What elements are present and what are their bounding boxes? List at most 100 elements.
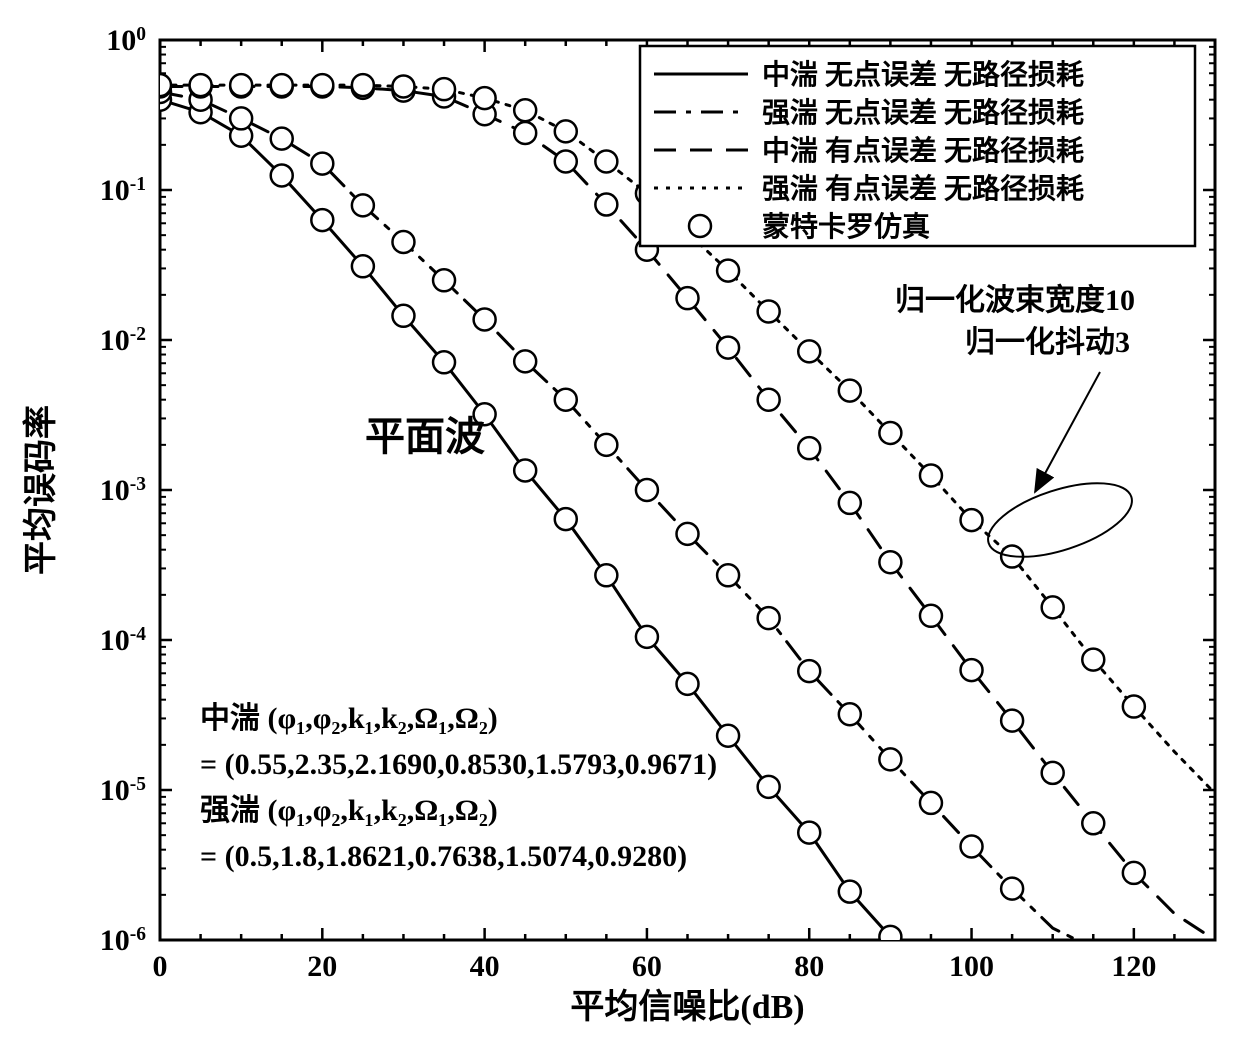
mc-marker — [595, 434, 617, 456]
mc-marker — [595, 564, 617, 586]
mc-marker — [920, 464, 942, 486]
mc-marker — [636, 479, 658, 501]
mc-marker — [392, 305, 414, 327]
y-axis-label: 平均误码率 — [22, 405, 60, 575]
y-tick-label: 10-5 — [100, 774, 146, 808]
mc-marker — [839, 380, 861, 402]
mc-marker — [920, 792, 942, 814]
annotation-plane-wave: 平面波 — [365, 414, 485, 459]
legend-label: 蒙特卡罗仿真 — [762, 211, 930, 243]
mc-marker — [717, 260, 739, 282]
mc-marker — [1082, 649, 1104, 671]
mc-marker — [1001, 878, 1023, 900]
y-tick-label: 10-1 — [100, 174, 146, 208]
mc-marker — [839, 703, 861, 725]
mc-marker — [879, 748, 901, 770]
mc-marker — [595, 194, 617, 216]
x-tick-label: 20 — [307, 950, 337, 983]
mc-marker — [677, 673, 699, 695]
mc-marker — [758, 300, 780, 322]
mc-marker — [1123, 696, 1145, 718]
mc-marker — [190, 74, 212, 96]
mc-marker — [839, 881, 861, 903]
mc-marker — [798, 340, 820, 362]
legend-label: 中湍 无点误差 无路径损耗 — [762, 58, 1084, 91]
legend-label: 中湍 有点误差 无路径损耗 — [762, 134, 1084, 167]
mc-marker — [514, 99, 536, 121]
mc-marker — [1042, 596, 1064, 618]
annotation-beam: 归一化抖动3 — [965, 326, 1130, 359]
mc-marker — [717, 337, 739, 359]
mc-marker — [514, 459, 536, 481]
mc-marker — [961, 659, 983, 681]
mc-marker — [758, 776, 780, 798]
mc-marker — [433, 78, 455, 100]
mc-marker — [352, 255, 374, 277]
mc-marker — [230, 107, 252, 129]
mc-marker — [433, 351, 455, 373]
x-tick-label: 60 — [632, 950, 662, 983]
mc-marker — [311, 74, 333, 96]
mc-marker — [636, 626, 658, 648]
x-tick-label: 0 — [153, 950, 168, 983]
mc-marker — [149, 74, 171, 96]
y-tick-label: 10-3 — [100, 474, 146, 508]
mc-marker — [514, 122, 536, 144]
mc-marker — [879, 551, 901, 573]
annotation-params: 中湍 (φ₁,φ₂,k₁,k₂,Ω₁,Ω₂) — [200, 702, 498, 735]
y-tick-label: 100 — [106, 24, 146, 58]
mc-marker — [230, 74, 252, 96]
mc-marker — [798, 660, 820, 682]
x-tick-label: 80 — [794, 950, 824, 983]
mc-marker — [474, 87, 496, 109]
mc-marker — [271, 164, 293, 186]
y-tick-label: 10-4 — [100, 624, 146, 658]
x-tick-label: 40 — [470, 950, 500, 983]
mc-marker — [311, 209, 333, 231]
mc-marker — [1082, 812, 1104, 834]
legend-label: 强湍 有点误差 无路径损耗 — [762, 172, 1084, 205]
mc-marker — [352, 194, 374, 216]
mc-marker — [271, 128, 293, 150]
mc-marker — [839, 492, 861, 514]
mc-marker — [555, 389, 577, 411]
mc-marker — [271, 74, 293, 96]
mc-marker — [798, 822, 820, 844]
annotation-beam: 归一化波束宽度10 — [895, 283, 1135, 317]
mc-marker — [717, 564, 739, 586]
mc-marker — [352, 74, 374, 96]
annotation-params: = (0.55,2.35,2.1690,0.8530,1.5793,0.9671… — [200, 748, 717, 781]
mc-marker — [758, 607, 780, 629]
legend-label: 强湍 无点误差 无路径损耗 — [762, 96, 1084, 129]
mc-marker — [1001, 710, 1023, 732]
mc-marker — [677, 523, 699, 545]
y-tick-label: 10-2 — [100, 324, 146, 358]
mc-marker — [1042, 762, 1064, 784]
mc-marker — [555, 508, 577, 530]
mc-marker — [961, 836, 983, 858]
mc-marker — [961, 509, 983, 531]
y-tick-label: 10-6 — [100, 924, 146, 958]
mc-marker — [392, 231, 414, 253]
mc-marker — [555, 150, 577, 172]
mc-marker — [433, 269, 455, 291]
mc-marker — [392, 75, 414, 97]
mc-marker — [1123, 862, 1145, 884]
mc-marker — [311, 153, 333, 175]
mc-marker — [677, 287, 699, 309]
legend-swatch — [689, 215, 711, 237]
ber-chart: 0 20 40 60 80 100 120 10-6 10-5 10-4 10-3 10-2 10-1 1… — [0, 0, 1240, 1037]
mc-marker — [758, 389, 780, 411]
mc-marker — [920, 605, 942, 627]
mc-marker — [514, 350, 536, 372]
x-tick-label: 100 — [949, 950, 994, 983]
mc-marker — [798, 437, 820, 459]
mc-marker — [879, 422, 901, 444]
mc-marker — [555, 120, 577, 142]
mc-marker — [717, 725, 739, 747]
mc-marker — [474, 308, 496, 330]
mc-marker — [595, 150, 617, 172]
mc-marker — [879, 926, 901, 948]
annotation-params: 强湍 (φ₁,φ₂,k₁,k₂,Ω₁,Ω₂) — [200, 794, 498, 827]
x-tick-label: 120 — [1111, 950, 1156, 983]
